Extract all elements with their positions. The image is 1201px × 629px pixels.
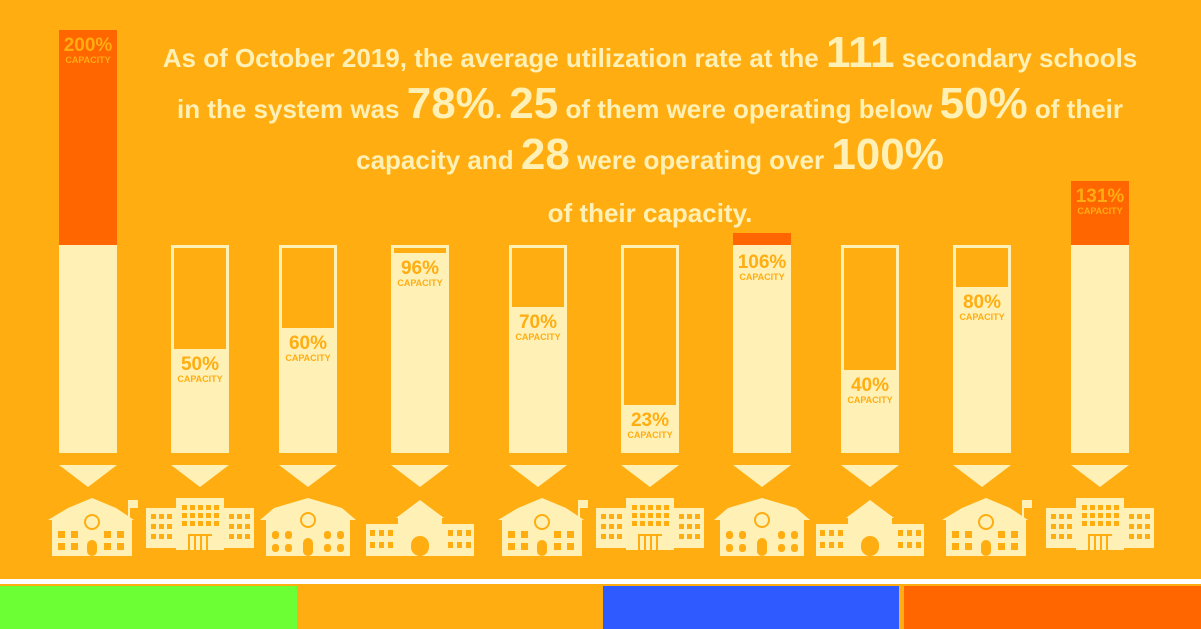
bar-fill [59, 245, 117, 453]
bar-label: 23% CAPACITY [621, 411, 679, 440]
arrow-down-icon [1071, 465, 1129, 487]
school-building-icon [940, 498, 1036, 563]
bar: 60% CAPACITY [279, 0, 337, 453]
school-building-icon [1046, 498, 1154, 563]
bar-value-label: 23% [630, 410, 670, 432]
bar-over-capacity [733, 232, 791, 245]
bar: 96% CAPACITY [391, 0, 449, 453]
bar-fill [953, 286, 1011, 453]
bar-fill [279, 328, 337, 453]
bar-label: 60% CAPACITY [279, 334, 337, 363]
headline-text: of their capacity. [547, 198, 753, 228]
arrow-down-icon [59, 465, 117, 487]
bar-unit-label: CAPACITY [959, 311, 1005, 322]
school-building-icon [714, 498, 810, 563]
bar: 40% CAPACITY [841, 0, 899, 453]
arrow-down-icon [509, 465, 567, 487]
bar-label: 80% CAPACITY [953, 293, 1011, 322]
bar: 131% CAPACITY [1071, 0, 1129, 453]
bar-unit-label: CAPACITY [515, 332, 561, 343]
school-building-icon [596, 498, 704, 563]
divider [0, 579, 1201, 584]
arrow-down-icon [279, 465, 337, 487]
color-strip-blue [603, 586, 899, 629]
bar-value-label: 40% [850, 374, 890, 396]
headline-text: of them were operating below [558, 94, 940, 124]
bar-value-label: 70% [518, 312, 558, 334]
bar-unit-label: CAPACITY [739, 272, 785, 282]
school-building-icon [46, 498, 142, 563]
arrow-down-icon [733, 465, 791, 487]
headline-number-100: 100% [831, 130, 944, 179]
bar: 106% CAPACITY [733, 0, 791, 453]
arrow-down-icon [171, 465, 229, 487]
bar-unit-label: CAPACITY [397, 278, 443, 289]
bar-fill [621, 405, 679, 453]
bar-value-label: 80% [962, 291, 1002, 313]
bar: 23% CAPACITY [621, 0, 679, 453]
headline-number-50: 50% [939, 79, 1028, 128]
bar-over-capacity [59, 30, 117, 245]
bar-fill [1071, 245, 1129, 453]
school-building-icon [260, 498, 356, 563]
headline-text: secondary schools in the system was [176, 43, 1138, 124]
bar-label: 106% CAPACITY [733, 253, 791, 282]
headline-text: As of October 2019, the average utilizat… [162, 43, 826, 73]
headline-text: were operating over [569, 145, 832, 175]
bar-fill [171, 349, 229, 453]
bar: 80% CAPACITY [953, 0, 1011, 453]
bar-label: 50% CAPACITY [171, 355, 229, 384]
bar-over-capacity [1071, 180, 1129, 245]
bar-value-label: 96% [400, 258, 440, 280]
school-building-icon [146, 498, 254, 563]
headline: As of October 2019, the average utilizat… [150, 30, 1150, 236]
bar-value-label: 200% [63, 35, 113, 56]
bar-fill [509, 307, 567, 453]
bar-unit-label: CAPACITY [1077, 205, 1123, 216]
bar-label: 70% CAPACITY [509, 313, 567, 342]
arrow-down-icon [953, 465, 1011, 487]
bar-fill [733, 245, 791, 453]
bar-fill [391, 253, 449, 453]
color-strip-orange [302, 586, 598, 629]
arrow-down-icon [841, 465, 899, 487]
school-building-icon [496, 498, 592, 563]
arrow-down-icon [621, 465, 679, 487]
school-building-icon [816, 498, 924, 563]
bar-value-label: 50% [180, 354, 220, 375]
headline-number-over: 28 [520, 130, 570, 179]
bar-fill [841, 369, 899, 453]
bar-label: 40% CAPACITY [841, 376, 899, 405]
headline-text: . [494, 94, 510, 124]
bar-label: 131% CAPACITY [1071, 187, 1129, 216]
bar-value-label: 106% [737, 252, 787, 273]
bar-value-label: 60% [288, 333, 328, 355]
bar: 70% CAPACITY [509, 0, 567, 453]
headline-number-below: 25 [509, 79, 559, 128]
bar-unit-label: CAPACITY [65, 55, 111, 65]
bar: 200% CAPACITY [59, 0, 117, 453]
color-strip-red [904, 586, 1201, 629]
bar-unit-label: CAPACITY [847, 394, 893, 405]
bar-label: 96% CAPACITY [391, 259, 449, 288]
bar-unit-label: CAPACITY [627, 430, 673, 441]
bar-value-label: 131% [1075, 185, 1125, 207]
school-building-icon [366, 498, 474, 563]
headline-number-schools: 111 [825, 28, 895, 77]
bar-unit-label: CAPACITY [285, 353, 331, 364]
headline-text: of their capacity and [356, 94, 1124, 175]
bar: 50% CAPACITY [171, 0, 229, 453]
bar-label: 200% CAPACITY [59, 36, 117, 65]
color-strip-green [0, 586, 297, 629]
arrow-down-icon [391, 465, 449, 487]
bar-unit-label: CAPACITY [177, 374, 223, 384]
headline-number-average: 78% [406, 79, 495, 128]
